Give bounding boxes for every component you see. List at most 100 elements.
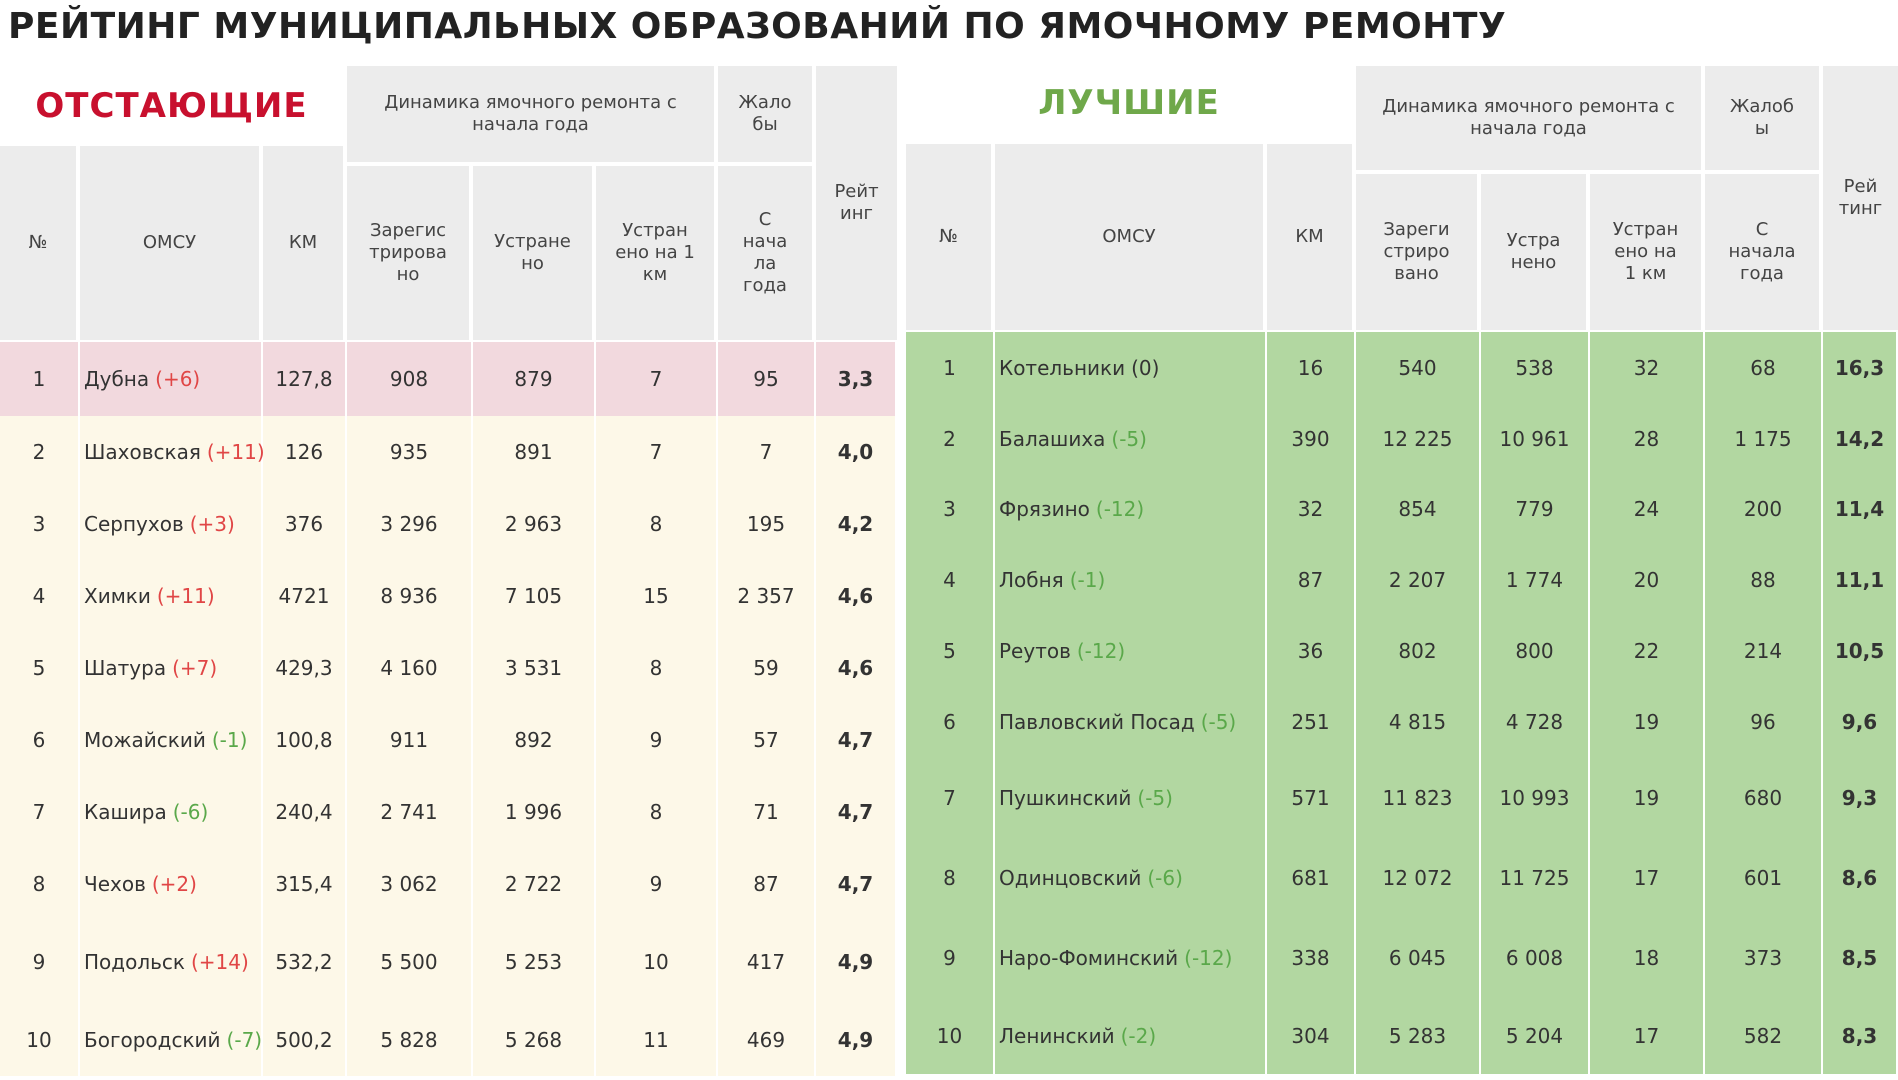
row-num: 5	[0, 632, 80, 704]
omsu-name: Шаховская	[84, 440, 201, 464]
omsu-name: Серпухов	[84, 512, 184, 536]
row-per-km: 22	[1590, 616, 1705, 686]
row-rating: 10,5	[1823, 616, 1898, 686]
rank-change: (-6)	[172, 800, 209, 824]
row-complaints: 417	[718, 920, 816, 1004]
omsu-name: Наро-Фоминский	[999, 946, 1179, 970]
row-complaints: 57	[718, 704, 816, 776]
row-fixed: 1 996	[473, 776, 596, 848]
row-km: 500,2	[263, 1004, 347, 1076]
row-registered: 2 741	[347, 776, 473, 848]
omsu-name: Балашиха	[999, 427, 1106, 451]
row-num: 1	[906, 332, 995, 404]
row-omsu: Богородский (-7)	[80, 1004, 263, 1076]
omsu-name: Чехов	[84, 872, 146, 896]
row-fixed: 5 268	[473, 1004, 596, 1076]
row-registered: 540	[1356, 332, 1481, 404]
omsu-name: Павловский Посад	[999, 710, 1195, 734]
row-num: 7	[0, 776, 80, 848]
row-rating: 4,7	[816, 704, 897, 776]
best-table-row: 5 Реутов (-12) 36 802 800 22 214 10,5	[906, 616, 1898, 688]
rank-change: (+3)	[189, 512, 235, 536]
row-km: 681	[1267, 838, 1356, 918]
omsu-name: Ленинский	[999, 1024, 1115, 1048]
rank-change: (-5)	[1200, 710, 1237, 734]
row-km: 100,8	[263, 704, 347, 776]
row-registered: 3 062	[347, 848, 473, 920]
row-km: 36	[1267, 616, 1356, 686]
row-rating: 4,6	[816, 632, 897, 704]
row-num: 4	[0, 560, 80, 632]
lagging-col-rating: Рейт инг	[816, 66, 897, 340]
best-col-km: КМ	[1267, 144, 1352, 330]
row-registered: 6 045	[1356, 918, 1481, 998]
rank-change: (-12)	[1076, 639, 1126, 663]
omsu-name: Пушкинский	[999, 786, 1132, 810]
omsu-name: Одинцовский	[999, 866, 1142, 890]
row-complaints: 71	[718, 776, 816, 848]
row-registered: 935	[347, 416, 473, 488]
row-complaints: 373	[1705, 918, 1823, 998]
row-num: 4	[906, 544, 995, 616]
row-per-km: 18	[1590, 918, 1705, 998]
rank-change: (-12)	[1184, 946, 1233, 970]
row-km: 532,2	[263, 920, 347, 1004]
row-rating: 16,3	[1823, 332, 1898, 404]
best-col-rating: Рей тинг	[1823, 66, 1898, 330]
row-num: 6	[906, 686, 995, 758]
row-num: 3	[0, 488, 80, 560]
row-omsu: Серпухов (+3)	[80, 488, 263, 560]
row-per-km: 24	[1590, 474, 1705, 544]
row-complaints: 200	[1705, 474, 1823, 544]
row-km: 429,3	[263, 632, 347, 704]
row-num: 6	[0, 704, 80, 776]
rank-change: (-7)	[226, 1028, 263, 1052]
row-per-km: 17	[1590, 998, 1705, 1074]
row-num: 7	[906, 758, 995, 838]
row-omsu: Балашиха (-5)	[995, 404, 1267, 474]
best-col-omsu: ОМСУ	[995, 144, 1263, 330]
row-num: 1	[0, 342, 80, 416]
row-km: 390	[1267, 404, 1356, 474]
row-omsu: Можайский (-1)	[80, 704, 263, 776]
row-rating: 11,1	[1823, 544, 1898, 616]
row-registered: 12 072	[1356, 838, 1481, 918]
rank-change: (-1)	[1069, 568, 1106, 592]
rank-change: (+6)	[155, 367, 201, 391]
row-omsu: Реутов (-12)	[995, 616, 1267, 686]
best-table-row: 2 Балашиха (-5) 390 12 225 10 961 28 1 175 14,2	[906, 404, 1898, 476]
lagging-table-row: 8 Чехов (+2) 315,4 3 062 2 722 9 87 4,7	[0, 848, 897, 922]
row-num: 5	[906, 616, 995, 686]
lagging-section-title: ОТСТАЮЩИЕ	[0, 66, 343, 146]
row-complaints: 87	[718, 848, 816, 920]
row-num: 8	[906, 838, 995, 918]
row-per-km: 7	[596, 416, 718, 488]
row-rating: 4,2	[816, 488, 897, 560]
row-fixed: 538	[1481, 332, 1590, 404]
row-per-km: 8	[596, 632, 718, 704]
row-omsu: Лобня (-1)	[995, 544, 1267, 616]
row-per-km: 8	[596, 776, 718, 848]
row-registered: 5 500	[347, 920, 473, 1004]
row-complaints: 1 175	[1705, 404, 1823, 474]
row-rating: 4,7	[816, 776, 897, 848]
row-complaints: 601	[1705, 838, 1823, 918]
row-complaints: 95	[718, 342, 816, 416]
lagging-complaints-header: Жало бы	[718, 66, 812, 162]
lagging-table-row: 6 Можайский (-1) 100,8 911 892 9 57 4,7	[0, 704, 897, 778]
row-num: 8	[0, 848, 80, 920]
best-table-row: 1 Котельники (0) 16 540 538 32 68 16,3	[906, 332, 1898, 406]
row-per-km: 19	[1590, 758, 1705, 838]
best-dynamics-header: Динамика ямочного ремонта с начала года	[1356, 66, 1701, 170]
row-complaints: 582	[1705, 998, 1823, 1074]
row-complaints: 214	[1705, 616, 1823, 686]
row-fixed: 4 728	[1481, 686, 1590, 758]
row-per-km: 32	[1590, 332, 1705, 404]
row-rating: 9,3	[1823, 758, 1898, 838]
row-km: 571	[1267, 758, 1356, 838]
rank-change: (+11)	[156, 584, 215, 608]
omsu-name: Кашира	[84, 800, 167, 824]
best-section-title: ЛУЧШИЕ	[906, 66, 1352, 140]
row-num: 10	[0, 1004, 80, 1076]
row-registered: 911	[347, 704, 473, 776]
